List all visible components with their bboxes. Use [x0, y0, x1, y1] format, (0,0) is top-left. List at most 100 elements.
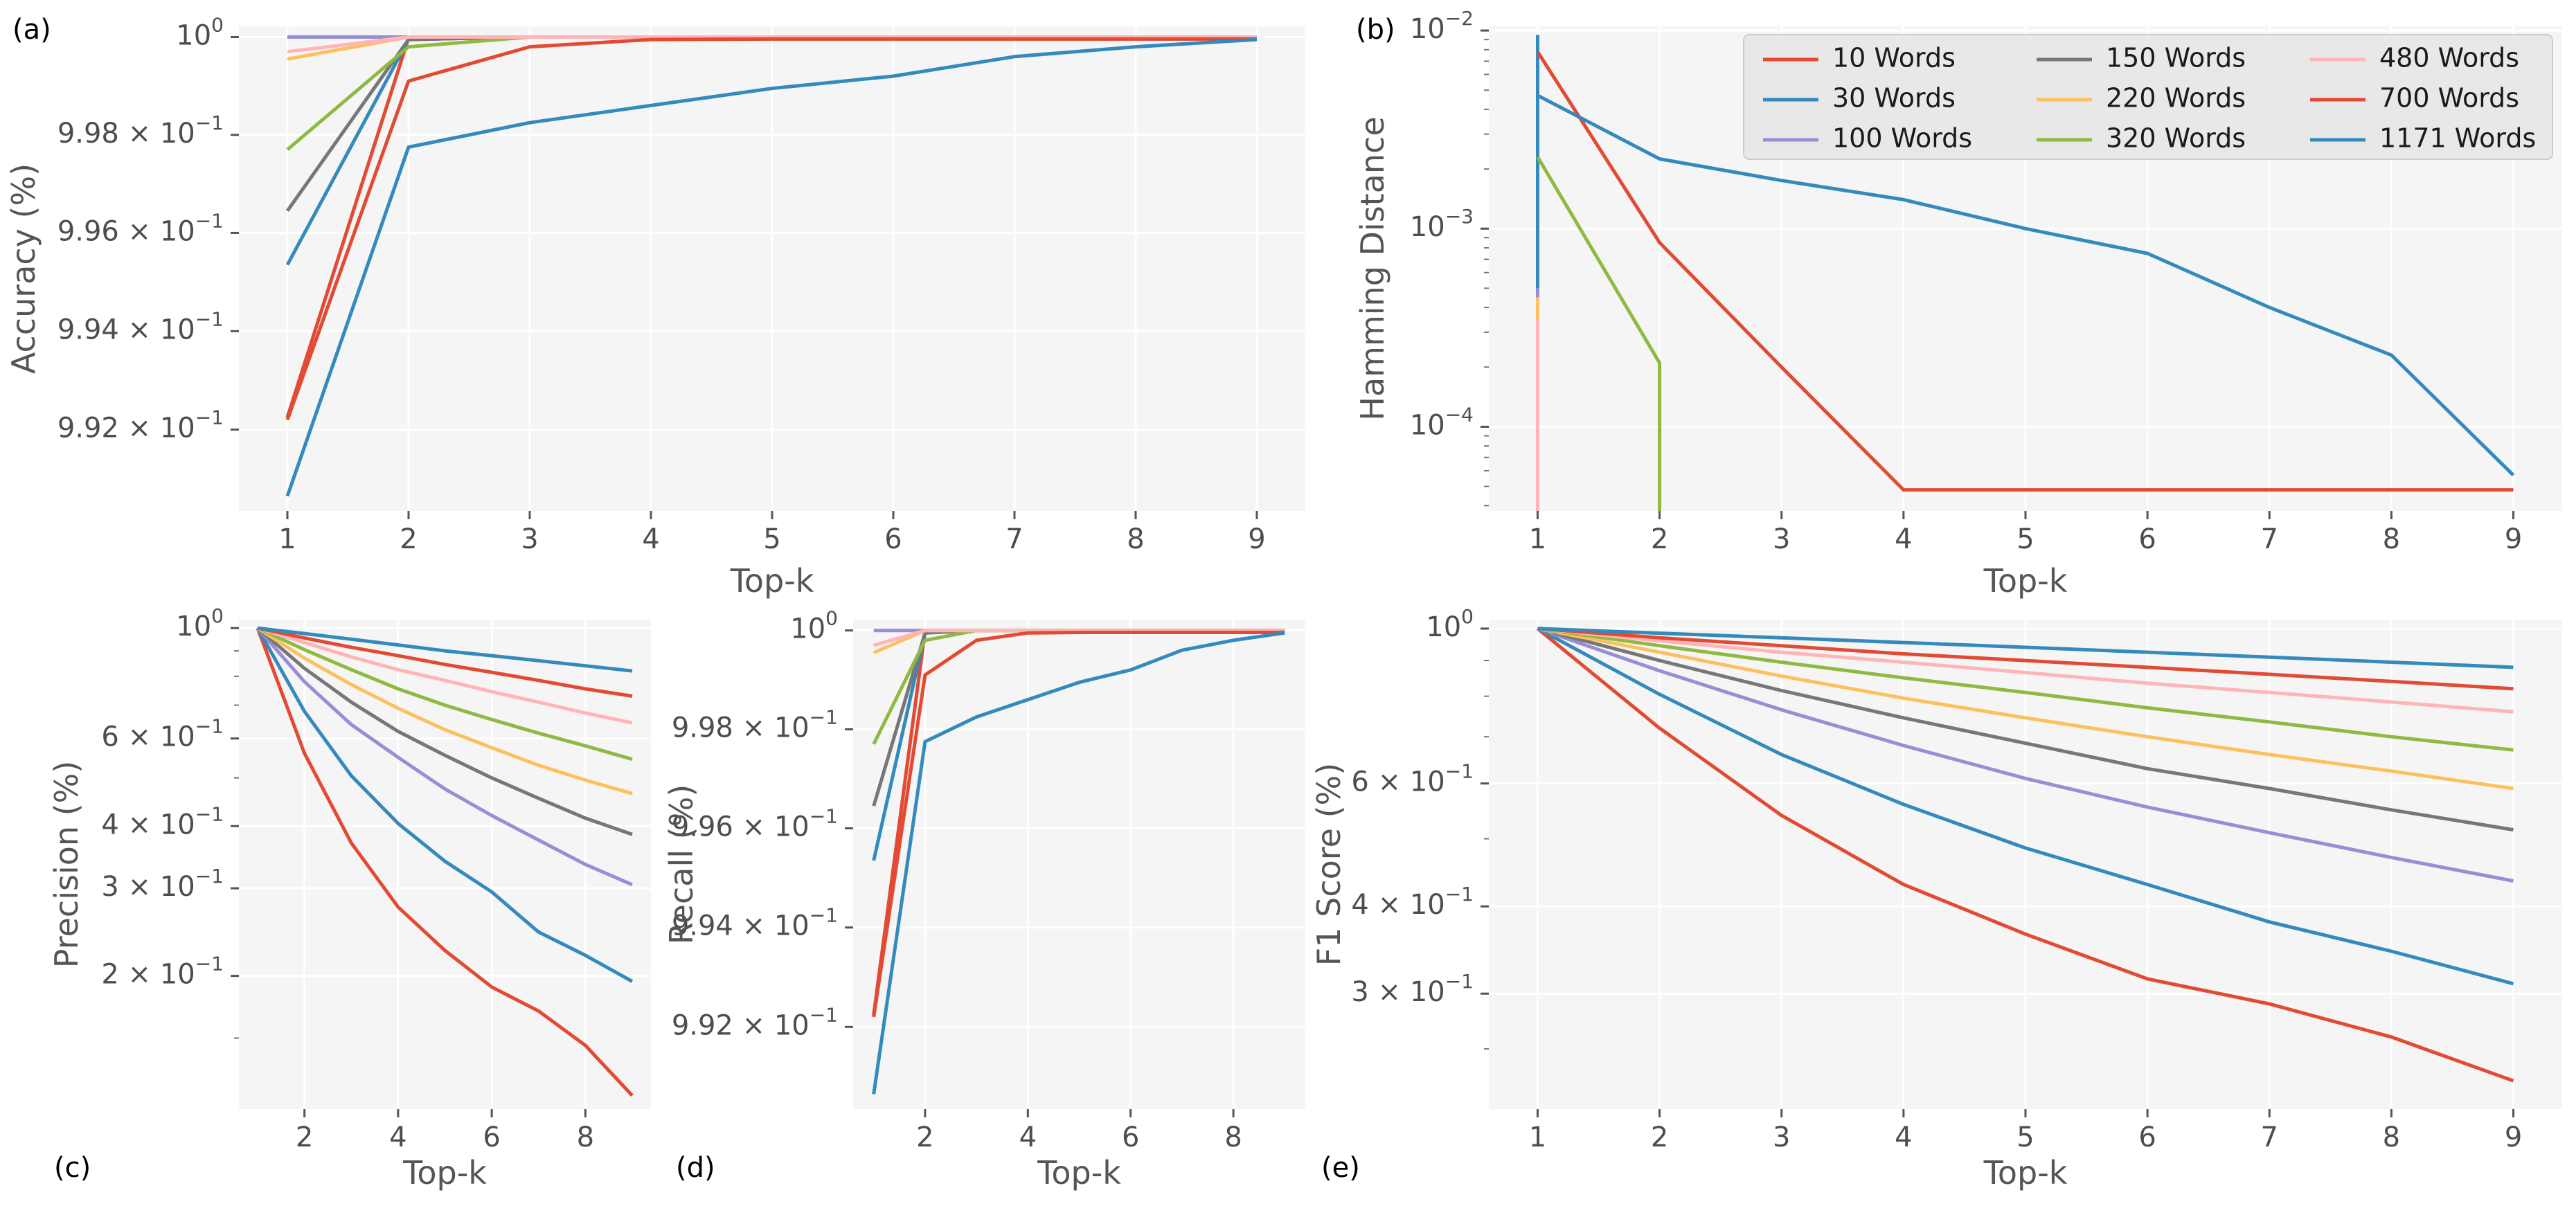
- x-tick-label: 8: [1127, 523, 1144, 555]
- y-tick-label: 10−2: [1410, 7, 1474, 45]
- panel-b: 1 2 3 4 5 6 7 8 9 10−2 10−3 10−4 Top-k Hamming Distan…: [1354, 7, 2562, 600]
- series-line-220-words: [1537, 627, 2514, 791]
- x-tick-label: 7: [2261, 1122, 2278, 1153]
- y-tick-label: 9.94 × 10−1: [672, 903, 838, 942]
- x-tick-label: 3: [1773, 523, 1790, 555]
- series-line-480-words: [287, 35, 1257, 54]
- y-tick-label: 6 × 10−1: [101, 714, 224, 753]
- x-tick-label: 5: [2016, 1122, 2034, 1153]
- panel-tag: (a): [12, 14, 51, 46]
- series-line-150-words: [256, 627, 633, 836]
- x-tick-label: 8: [1224, 1122, 1242, 1153]
- legend-entry: 320 Words: [2106, 123, 2246, 154]
- series-line-320-words: [1536, 156, 1662, 511]
- legend-entry: 1171 Words: [2379, 123, 2536, 154]
- y-axis-label: Hamming Distance: [1354, 116, 1391, 420]
- series-line-100-words: [256, 627, 633, 887]
- y-tick-label: 9.96 × 10−1: [57, 209, 224, 248]
- y-axis-label: Precision (%): [48, 761, 85, 968]
- y-tick-label: 6 × 10−1: [1351, 759, 1474, 798]
- y-tick-label: 9.98 × 10−1: [57, 111, 224, 150]
- y-tick-label: 10−3: [1410, 205, 1474, 244]
- legend-entry: 30 Words: [1832, 83, 1956, 114]
- legend-entry: 700 Words: [2379, 83, 2519, 114]
- x-tick-label: 9: [2505, 523, 2522, 555]
- x-tick-label: 1: [278, 523, 296, 555]
- x-tick-label: 5: [763, 523, 780, 555]
- x-tick-label: 1: [1529, 1122, 1546, 1153]
- x-tick-label: 7: [2261, 523, 2278, 555]
- y-tick-label: 9.92 × 10−1: [57, 406, 224, 444]
- y-tick-label: 100: [176, 604, 224, 643]
- legend-box: [1743, 34, 2553, 160]
- y-tick-label: 4 × 10−1: [1351, 883, 1474, 921]
- y-tick-label: 2 × 10−1: [101, 952, 224, 991]
- x-tick-label: 4: [642, 523, 659, 555]
- panel-tag: (d): [676, 1152, 715, 1184]
- x-tick-label: 4: [1895, 1122, 1912, 1153]
- y-tick-label: 4 × 10−1: [101, 802, 224, 841]
- x-tick-label: 2: [916, 1122, 933, 1153]
- series-line-480-words: [257, 626, 633, 725]
- series-line-700-words: [285, 37, 1257, 421]
- x-tick-label: 4: [389, 1122, 406, 1153]
- series-line-1171-words: [872, 631, 1285, 1095]
- series-line-480-words: [873, 629, 1285, 647]
- panel-tag: (b): [1356, 14, 1395, 46]
- legend-entry: 10 Words: [1832, 43, 1956, 73]
- panel-tag: (e): [1321, 1152, 1360, 1184]
- x-tick-label: 2: [1651, 1122, 1668, 1153]
- y-tick-label: 10−4: [1410, 403, 1474, 442]
- y-tick-label: 3 × 10−1: [101, 865, 224, 903]
- series-line-1171-words: [285, 37, 1258, 497]
- x-tick-label: 7: [1005, 523, 1023, 555]
- legend-entry: 480 Words: [2379, 43, 2519, 73]
- series-line-700-words: [872, 631, 1285, 1018]
- series-line-100-words: [1537, 627, 2514, 883]
- x-tick-label: 6: [2138, 523, 2156, 555]
- series-line-220-words: [256, 627, 633, 795]
- y-axis-label: Accuracy (%): [5, 163, 42, 374]
- x-axis-label: Top-k: [1037, 1154, 1121, 1191]
- panel-d: 2 4 6 8 100 9.98 × 10−1 9.96 × 10−1 9.94 × 10−1…: [663, 606, 1305, 1191]
- x-tick-label: 9: [2505, 1122, 2522, 1153]
- legend-entry: 220 Words: [2106, 83, 2246, 114]
- series-line-480-words: [1537, 627, 2514, 714]
- x-axis-label: Top-k: [1983, 1154, 2068, 1191]
- x-tick-label: 8: [2383, 1122, 2400, 1153]
- y-axis-label: F1 Score (%): [1310, 763, 1348, 966]
- series-line-30-words: [1537, 627, 2514, 986]
- legend: 10 Words 30 Words 100 Words 150 Words 220 Wo…: [1743, 34, 2553, 160]
- x-tick-label: 1: [1529, 523, 1546, 555]
- x-tick-label: 8: [2383, 523, 2400, 555]
- y-axis-label: Recall (%): [663, 784, 700, 944]
- x-tick-label: 2: [296, 1122, 313, 1153]
- y-tick-label: 100: [790, 606, 838, 645]
- series-line-1171-words: [1537, 93, 2515, 477]
- x-tick-label: 3: [521, 523, 538, 555]
- panel-tag: (c): [54, 1152, 91, 1184]
- y-tick-label: 100: [176, 13, 224, 52]
- y-tick-label: 9.98 × 10−1: [672, 705, 838, 744]
- x-tick-label: 3: [1773, 1122, 1790, 1153]
- legend-entry: 150 Words: [2106, 43, 2246, 73]
- x-axis-label: Top-k: [1983, 562, 2068, 600]
- y-tick-label: 9.96 × 10−1: [672, 804, 838, 843]
- series-line-320-words: [256, 626, 633, 762]
- series-line-1171-words: [257, 626, 633, 673]
- panel-a: 1 2 3 4 5 6 7 8 9 100 9.98 × 10−1 9.96 × 10−1 9.94 ×…: [5, 13, 1305, 600]
- series-line-150-words: [1537, 627, 2514, 832]
- y-tick-label: 100: [1426, 604, 1474, 643]
- series-line-10-words: [1536, 627, 2514, 1083]
- x-tick-label: 2: [1651, 523, 1668, 555]
- x-tick-label: 2: [400, 523, 417, 555]
- legend-entry: 100 Words: [1832, 123, 1972, 154]
- series-line-10-words: [256, 627, 634, 1097]
- x-axis-label: Top-k: [402, 1154, 487, 1191]
- series-line-30-words: [256, 627, 634, 983]
- x-tick-label: 6: [2138, 1122, 2156, 1153]
- y-tick-label: 3 × 10−1: [1351, 970, 1474, 1009]
- x-tick-label: 8: [577, 1122, 594, 1153]
- panel-e: 1 2 3 4 5 6 7 8 9 100 6 × 10−1 4 × 10−1 3 × 10−1 Top-…: [1310, 604, 2562, 1191]
